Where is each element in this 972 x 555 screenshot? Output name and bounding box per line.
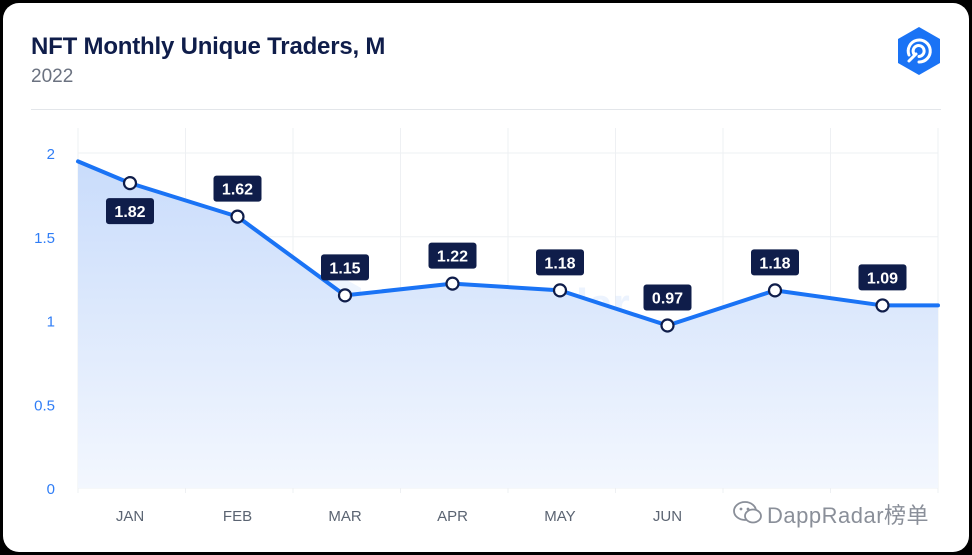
data-label-text: 1.18 bbox=[544, 255, 575, 272]
data-label-text: 0.97 bbox=[652, 291, 683, 308]
data-label-text: 1.62 bbox=[222, 182, 253, 199]
data-label-box bbox=[213, 175, 262, 202]
data-label-box bbox=[858, 264, 907, 291]
y-tick-label: 1 bbox=[47, 314, 55, 331]
label-layer: 1.82 1.62 1.15 1.22 1.18 0.97 1.18 1.09 bbox=[106, 175, 907, 311]
logo-arc-outer bbox=[906, 38, 932, 64]
data-label-box bbox=[321, 254, 369, 281]
area-layer bbox=[76, 159, 940, 488]
wechat-eye-right bbox=[746, 507, 750, 511]
marker-layer bbox=[122, 176, 890, 333]
data-label-text: 1.22 bbox=[437, 249, 468, 266]
data-point bbox=[445, 276, 460, 291]
data-label-text: 1.82 bbox=[114, 204, 145, 221]
y-tick-label: 1.5 bbox=[34, 230, 55, 247]
wechat-eye-left bbox=[739, 507, 743, 511]
x-tick-label: MAY bbox=[544, 508, 575, 525]
axis-layer: 0 0.5 1 1.5 2 JAN FEB MAR APR MAY JUN bbox=[34, 146, 682, 525]
x-tick-label: FEB bbox=[223, 508, 252, 525]
logo-needle bbox=[907, 52, 918, 63]
y-tick-label: 2 bbox=[47, 146, 55, 163]
data-point bbox=[660, 318, 675, 333]
data-label-box bbox=[536, 249, 584, 276]
data-point bbox=[230, 209, 245, 224]
data-point bbox=[552, 283, 568, 298]
y-tick-label: 0 bbox=[47, 481, 55, 498]
area-fill bbox=[78, 161, 938, 488]
y-tick-label: 0.5 bbox=[34, 397, 55, 414]
data-label: 1.15 bbox=[321, 254, 369, 281]
x-tick-label: JUN bbox=[653, 508, 682, 525]
series-line bbox=[76, 159, 940, 328]
data-point bbox=[767, 283, 783, 298]
wechat-icon bbox=[733, 501, 762, 524]
logo-hexagon bbox=[898, 27, 940, 75]
dappradar-logo-icon bbox=[898, 27, 940, 75]
x-tick-label: JAN bbox=[116, 508, 144, 525]
data-label-text: 1.18 bbox=[759, 255, 790, 272]
chart-title: NFT Monthly Unique Traders, M bbox=[31, 33, 386, 60]
data-label-box bbox=[428, 242, 477, 269]
header-divider bbox=[31, 109, 941, 110]
data-point bbox=[337, 288, 353, 303]
data-label-box bbox=[751, 249, 799, 276]
data-label-text: 1.09 bbox=[867, 270, 898, 287]
data-label: 1.09 bbox=[858, 264, 907, 291]
data-label-text: 1.15 bbox=[329, 260, 360, 277]
logo-arc-inner bbox=[911, 44, 926, 58]
wechat-bubble-small bbox=[744, 508, 762, 524]
data-label: 1.62 bbox=[213, 175, 262, 202]
data-label: 1.82 bbox=[106, 198, 154, 225]
data-label: 1.22 bbox=[428, 242, 477, 269]
data-label: 1.18 bbox=[751, 249, 799, 276]
chart-subtitle: 2022 bbox=[31, 66, 74, 87]
data-point bbox=[875, 298, 890, 313]
x-tick-label: APR bbox=[437, 508, 468, 525]
data-label: 0.97 bbox=[643, 284, 692, 311]
watermark-text: DappRadar榜单 bbox=[767, 503, 930, 528]
data-point bbox=[122, 176, 138, 191]
data-label-box bbox=[643, 284, 692, 311]
chart-card: NFT Monthly Unique Traders, M 2022 DappR… bbox=[3, 3, 969, 552]
data-label: 1.18 bbox=[536, 249, 584, 276]
data-label-box bbox=[106, 198, 154, 225]
x-tick-label: MAR bbox=[328, 508, 362, 525]
